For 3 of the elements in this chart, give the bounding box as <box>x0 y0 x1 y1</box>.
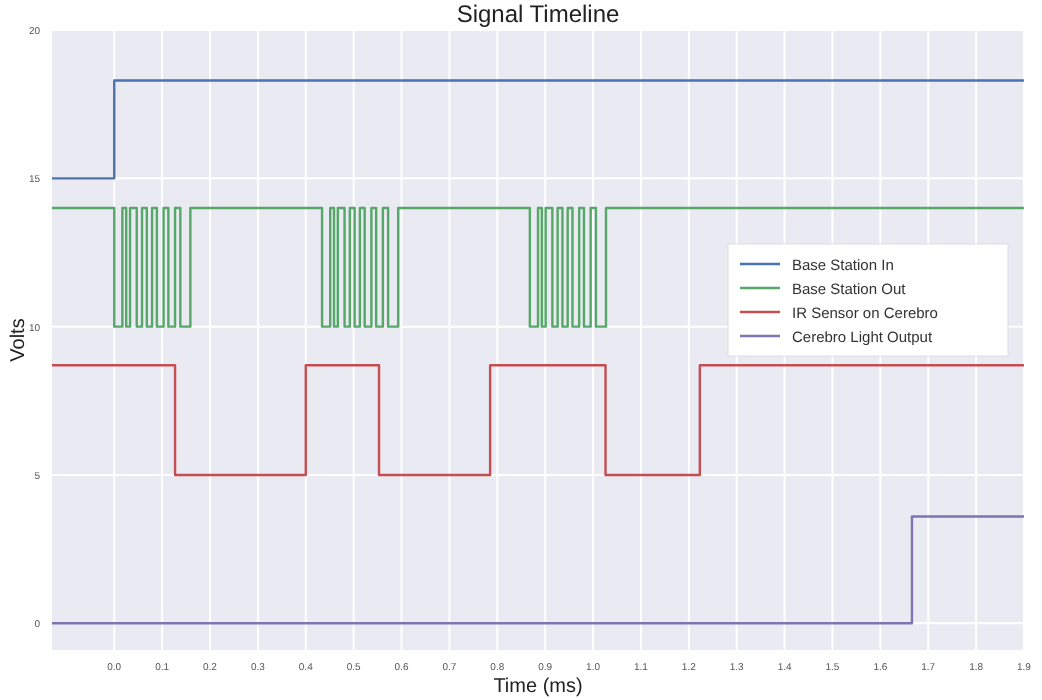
x-axis-title: Time (ms) <box>493 676 583 698</box>
y-axis-title: Volts <box>8 318 30 362</box>
chart-title: Signal Timeline <box>456 0 621 28</box>
